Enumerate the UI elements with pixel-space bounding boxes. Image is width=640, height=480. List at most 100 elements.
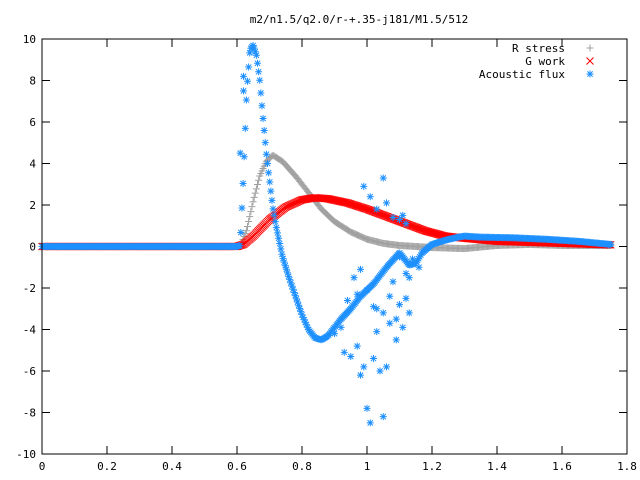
data-point [236,149,244,157]
data-point [363,286,371,294]
data-point [299,313,307,321]
data-point [383,363,390,371]
data-point [244,223,252,231]
data-point [258,102,266,110]
data-point [344,296,351,304]
y-tick-label: 0 [29,241,36,254]
data-point [289,285,297,293]
data-point [256,76,264,84]
data-point [254,181,262,189]
data-point [250,193,258,201]
legend-label: R stress [512,42,565,55]
x-tick-label: 0.4 [162,460,182,473]
data-point [255,68,263,76]
data-point [282,265,290,273]
data-point [399,323,407,331]
data-point [396,253,403,261]
data-point [266,178,274,186]
data-point [373,328,381,336]
data-point [240,87,247,95]
data-point [340,348,348,356]
y-tick-label: -2 [23,282,36,295]
x-tick-label: 0.2 [97,460,117,473]
data-point [386,292,394,300]
legend-marker [586,57,594,65]
data-point [246,49,254,57]
y-tick-label: 8 [29,75,36,88]
data-point [287,279,295,287]
data-point [241,124,249,132]
y-tick-label: -10 [16,448,36,461]
data-point [399,211,407,219]
data-point [251,48,259,56]
data-point [386,319,394,327]
data-point [283,269,291,277]
data-point [273,229,281,237]
data-point [254,59,262,67]
data-point [366,193,374,201]
data-point [241,230,249,238]
data-point [292,295,300,303]
data-point [267,187,275,195]
data-point [376,367,384,375]
data-point [402,269,410,277]
data-point [259,114,267,122]
data-point [269,205,277,213]
y-tick-label: -4 [23,324,37,337]
data-point [379,174,387,182]
x-tick-label: 1.4 [487,460,507,473]
data-point [270,211,278,219]
data-point [239,180,247,188]
data-point [300,316,308,324]
data-point [402,220,410,228]
data-point [268,196,276,204]
data-point [370,355,377,363]
data-point [285,272,293,280]
data-point [261,139,269,147]
data-point [296,304,304,312]
data-point [291,292,299,300]
data-point [295,301,303,309]
data-marks [38,41,615,427]
data-point [392,315,400,323]
y-axis-ticks: 10 8 6 4 2 0 -2 -4 -6 -8 -10 [16,33,627,461]
data-point [288,282,296,290]
data-point [245,218,253,226]
data-point [389,213,397,221]
data-point [298,311,306,319]
data-point [271,218,279,226]
data-point [357,265,364,273]
data-point [379,309,387,317]
x-tick-label: 0 [39,460,46,473]
data-point [370,303,377,311]
data-point [249,41,257,49]
data-point [237,228,245,236]
x-tick-label: 1.8 [617,460,637,473]
x-tick-label: 0.6 [227,460,247,473]
data-point [360,182,368,190]
plot-frame [41,38,628,455]
data-point [290,288,298,296]
y-tick-label: 10 [23,33,36,46]
x-tick-label: 0.8 [292,460,312,473]
data-point [297,308,305,316]
legend-marker [586,70,594,78]
data-point [281,262,289,270]
data-point [415,263,423,271]
data-point [240,153,248,161]
y-tick-label: -8 [23,407,36,420]
data-point [264,160,271,168]
data-point [383,199,390,207]
data-point [350,274,358,282]
data-point [278,250,286,258]
data-point [240,72,247,80]
x-axis-ticks: 0 0.2 0.4 0.6 0.8 1 1.2 1.4 1.6 1.8 [39,39,637,473]
data-point [244,77,252,85]
data-point [246,213,254,221]
data-point [363,404,371,412]
data-point [252,185,260,193]
data-point [260,127,268,135]
data-point [353,290,361,298]
